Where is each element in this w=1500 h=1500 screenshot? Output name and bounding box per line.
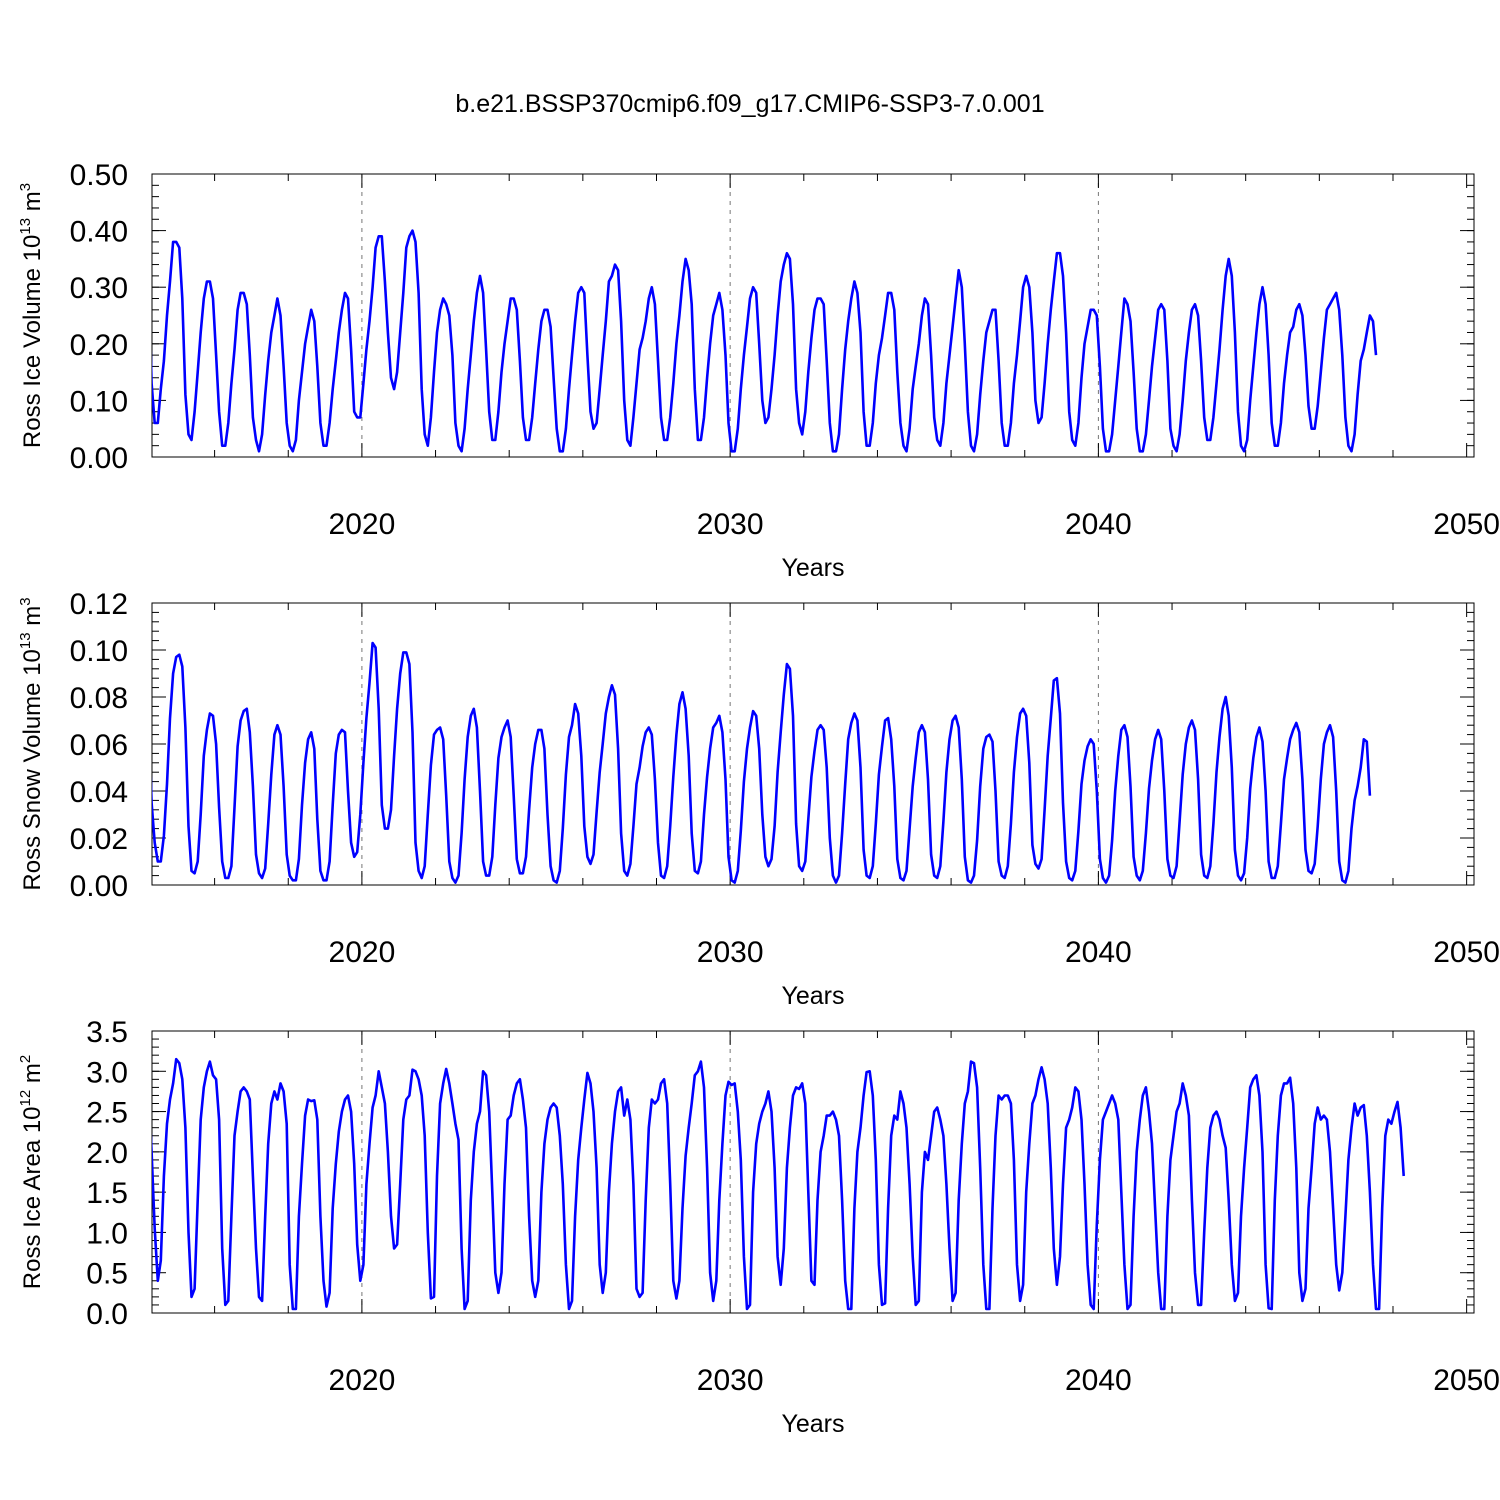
y-tick-label: 0.06 bbox=[70, 729, 128, 762]
x-tick-label: 2030 bbox=[697, 936, 764, 969]
y-tick-label: 1.0 bbox=[86, 1217, 128, 1250]
x-tick-label: 2040 bbox=[1065, 1364, 1132, 1397]
y-tick-label: 0.50 bbox=[70, 159, 128, 192]
y-tick-label: 0.5 bbox=[86, 1258, 128, 1291]
y-tick-label: 0.10 bbox=[70, 635, 128, 668]
plot-frame bbox=[151, 173, 1475, 458]
x-axis-label: Years bbox=[781, 1410, 844, 1438]
y-tick-label: 0.30 bbox=[70, 272, 128, 305]
y-tick-label: 3.5 bbox=[86, 1016, 128, 1049]
y-tick-label: 0.0 bbox=[86, 1298, 128, 1331]
y-tick-label: 0.08 bbox=[70, 682, 128, 715]
y-tick-label: 0.20 bbox=[70, 329, 128, 362]
series-line bbox=[152, 1057, 1405, 1311]
y-tick-label: 1.5 bbox=[86, 1177, 128, 1210]
x-axis-label: Years bbox=[781, 982, 844, 1010]
panel-2: 0.00 0.02 0.04 0.06 0.08 0.10 0.12 2020 2030 2040… bbox=[17, 588, 1500, 1010]
series-line bbox=[152, 641, 1372, 884]
panels: 0.00 0.10 0.20 0.30 0.40 0.50 2020 2030 2040 2050… bbox=[17, 159, 1500, 1438]
y-tick-label: 3.0 bbox=[86, 1056, 128, 1089]
y-tick-label: 0.40 bbox=[70, 216, 128, 249]
x-tick-label: 2040 bbox=[1065, 936, 1132, 969]
y-tick-label: 0.12 bbox=[70, 588, 128, 621]
x-tick-label: 2050 bbox=[1433, 1364, 1500, 1397]
x-axis-label: Years bbox=[781, 554, 844, 582]
y-axis-label: Ross Ice Volume 1013 m3 bbox=[17, 183, 46, 448]
x-tick-label: 2030 bbox=[697, 1364, 764, 1397]
panel-1: 0.00 0.10 0.20 0.30 0.40 0.50 2020 2030 2040 2050… bbox=[17, 159, 1500, 582]
y-tick-label: 2.5 bbox=[86, 1097, 128, 1130]
x-tick-label: 2050 bbox=[1433, 936, 1500, 969]
x-tick-label: 2040 bbox=[1065, 508, 1132, 541]
y-tick-label: 0.00 bbox=[70, 870, 128, 903]
chart-title: b.e21.BSSP370cmip6.f09_g17.CMIP6-SSP3-7.… bbox=[455, 90, 1044, 118]
series-line bbox=[152, 229, 1378, 453]
y-tick-label: 0.02 bbox=[70, 823, 128, 856]
y-tick-label: 0.00 bbox=[70, 442, 128, 475]
panel-3: 0.0 0.5 1.0 1.5 2.0 2.5 3.0 3.5 2020 2030 2040 2050… bbox=[17, 1016, 1500, 1438]
x-tick-label: 2020 bbox=[329, 508, 396, 541]
x-tick-label: 2030 bbox=[697, 508, 764, 541]
y-tick-label: 2.0 bbox=[86, 1137, 128, 1170]
y-tick-label: 0.10 bbox=[70, 385, 128, 418]
y-tick-label: 0.04 bbox=[70, 776, 128, 809]
y-axis-label: Ross Ice Area 1012 m2 bbox=[17, 1055, 46, 1289]
y-axis-label: Ross Snow Volume 1013 m3 bbox=[17, 597, 46, 890]
x-tick-label: 2050 bbox=[1433, 508, 1500, 541]
x-tick-label: 2020 bbox=[329, 1364, 396, 1397]
x-tick-label: 2020 bbox=[329, 936, 396, 969]
